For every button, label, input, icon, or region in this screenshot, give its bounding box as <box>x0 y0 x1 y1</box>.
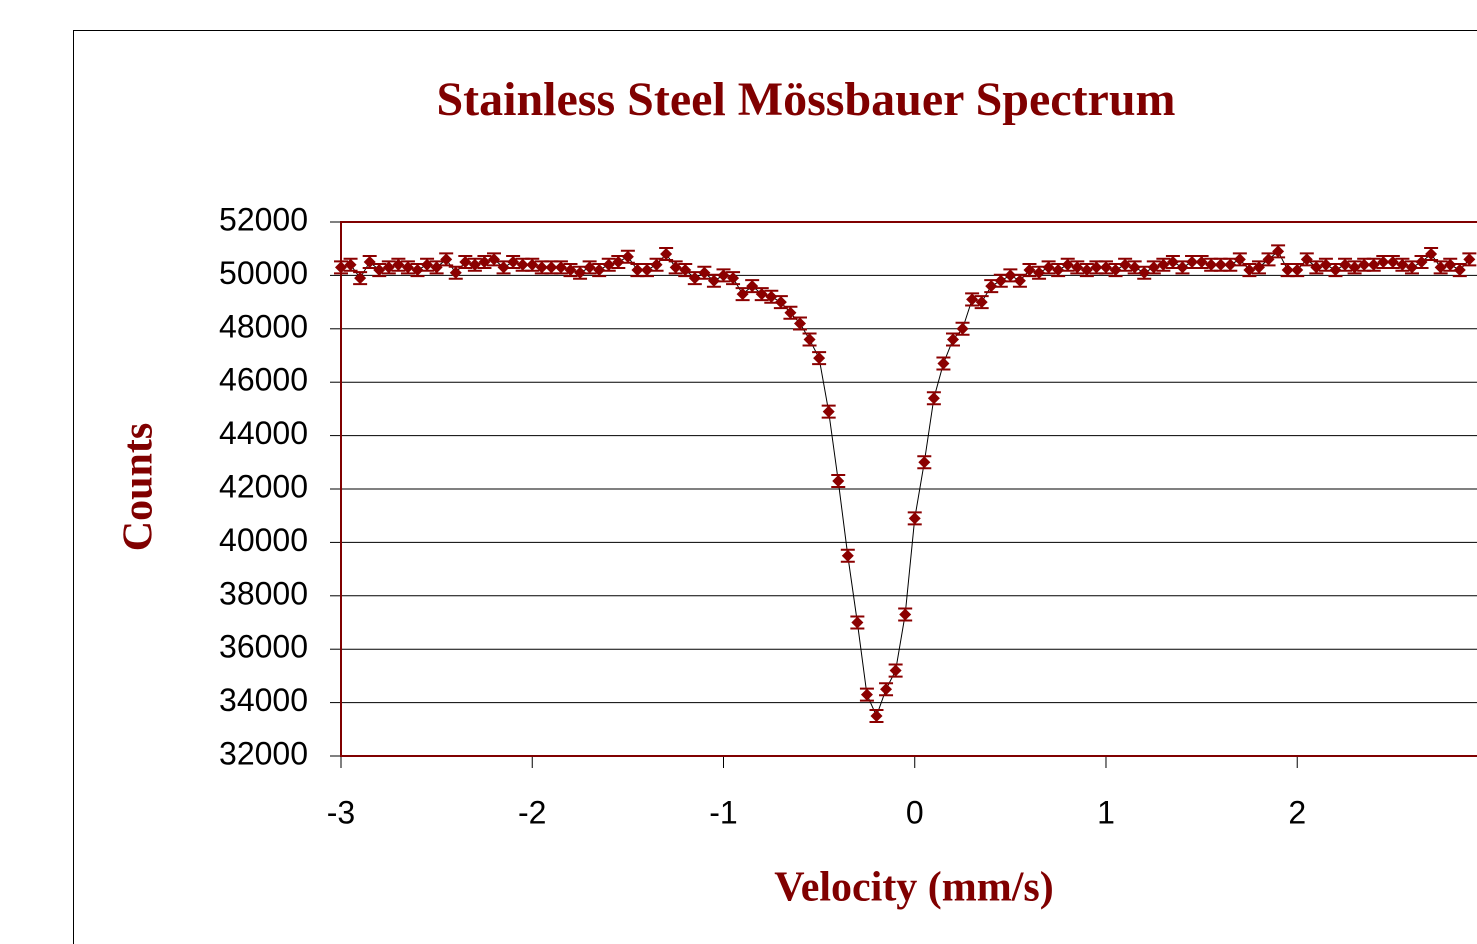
data-point <box>1033 266 1046 279</box>
data-point <box>650 258 663 271</box>
data-point <box>640 264 653 277</box>
data-point <box>908 512 921 525</box>
y-tick-label: 52000 <box>219 201 308 237</box>
data-point <box>621 250 634 263</box>
data-point <box>1166 256 1179 269</box>
data-point <box>707 274 720 287</box>
data-point <box>344 258 357 271</box>
data-point <box>1453 264 1466 277</box>
data-point <box>1272 245 1285 258</box>
data-point <box>660 248 673 261</box>
data-point <box>880 683 893 696</box>
data-point <box>1377 256 1390 269</box>
y-tick-label: 36000 <box>219 629 308 665</box>
data-point <box>631 264 644 277</box>
data-point <box>688 272 701 285</box>
data-point <box>1463 253 1476 266</box>
data-point <box>832 474 845 487</box>
data-point <box>765 290 778 303</box>
data-point <box>1319 258 1332 271</box>
data-point <box>440 253 453 266</box>
data-point <box>822 405 835 418</box>
data-point <box>1186 256 1199 269</box>
data-point <box>411 264 424 277</box>
data-point <box>727 272 740 285</box>
data-point <box>593 264 606 277</box>
y-tick-label: 50000 <box>219 255 308 291</box>
data-point <box>1214 258 1227 271</box>
data-point <box>793 317 806 330</box>
data-point <box>354 272 367 285</box>
data-point <box>1358 258 1371 271</box>
data-point <box>1291 264 1304 277</box>
data-point <box>784 306 797 319</box>
y-tick-label: 32000 <box>219 735 308 771</box>
data-point <box>860 688 873 701</box>
data-point <box>535 261 548 274</box>
y-tick-label: 42000 <box>219 468 308 504</box>
y-axis-label: Counts <box>116 423 162 551</box>
data-point <box>516 258 529 271</box>
data-point <box>1425 248 1438 261</box>
data-point <box>975 296 988 309</box>
data-point <box>1004 269 1017 282</box>
chart-title: Stainless Steel Mössbauer Spectrum <box>436 73 1175 126</box>
x-axis-label: Velocity (mm/s) <box>774 865 1054 911</box>
data-point <box>1281 264 1294 277</box>
data-point <box>813 352 826 365</box>
data-point <box>1052 264 1065 277</box>
data-point <box>574 266 587 279</box>
y-tick-label: 38000 <box>219 575 308 611</box>
data-point <box>803 333 816 346</box>
y-tick-label: 44000 <box>219 415 308 451</box>
data-point <box>937 357 950 370</box>
data-point <box>612 256 625 269</box>
data-point <box>918 456 931 469</box>
data-point <box>899 608 912 621</box>
data-point <box>497 261 510 274</box>
x-tick-label: 1 <box>1097 794 1115 830</box>
x-tick-label: -1 <box>709 794 737 830</box>
data-point <box>1176 261 1189 274</box>
data-point <box>545 261 558 274</box>
data-point <box>841 549 854 562</box>
data-point <box>985 280 998 293</box>
y-tick-label: 34000 <box>219 682 308 718</box>
data-point <box>927 392 940 405</box>
data-point <box>851 616 864 629</box>
y-tick-label: 40000 <box>219 522 308 558</box>
data-point <box>1128 261 1141 274</box>
data-point <box>1138 266 1151 279</box>
data-point <box>1444 258 1457 271</box>
data-point <box>1090 261 1103 274</box>
data-point <box>774 296 787 309</box>
y-tick-label: 48000 <box>219 308 308 344</box>
data-point <box>1233 253 1246 266</box>
x-tick-label: -2 <box>518 794 546 830</box>
data-point <box>1205 258 1218 271</box>
data-point <box>1013 274 1026 287</box>
data-point <box>946 333 959 346</box>
chart-border <box>73 30 1477 944</box>
data-point <box>449 266 462 279</box>
data-point <box>1109 264 1122 277</box>
data-point <box>870 709 883 722</box>
data-point <box>994 274 1007 287</box>
data-point <box>956 322 969 335</box>
y-tick-label: 46000 <box>219 362 308 398</box>
x-tick-label: -3 <box>327 794 355 830</box>
data-point <box>1405 261 1418 274</box>
data-point <box>1224 258 1237 271</box>
data-point <box>889 664 902 677</box>
data-point <box>1329 264 1342 277</box>
plot-frame <box>340 221 1477 757</box>
x-tick-label: 2 <box>1288 794 1306 830</box>
x-tick-label: 0 <box>906 794 924 830</box>
